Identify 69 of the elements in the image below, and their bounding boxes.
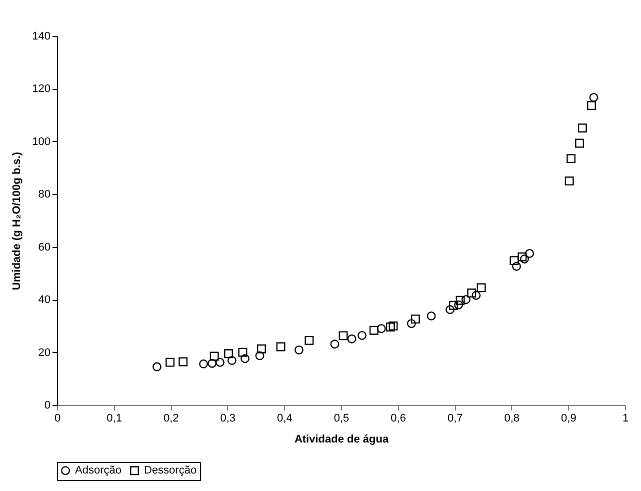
point xyxy=(152,362,162,372)
point xyxy=(454,300,464,310)
y-tick-label: 20 xyxy=(38,346,50,359)
point xyxy=(512,262,521,271)
y-tick-label: 140 xyxy=(32,30,50,42)
point xyxy=(575,138,584,148)
x-tick-label: 0,5 xyxy=(334,412,350,424)
x-tick-label: 0,4 xyxy=(277,412,292,424)
point xyxy=(410,314,420,324)
point xyxy=(589,92,598,102)
point xyxy=(210,352,219,361)
point xyxy=(518,252,527,262)
point xyxy=(578,124,587,132)
point xyxy=(564,176,574,186)
point xyxy=(199,359,208,368)
point xyxy=(472,290,481,300)
point xyxy=(347,334,356,344)
x-tick-label: 0,1 xyxy=(106,412,122,424)
point xyxy=(376,324,386,334)
x-tick-label: 0,7 xyxy=(447,412,463,424)
point xyxy=(388,321,398,330)
x-tick-label: 0 xyxy=(54,412,61,424)
point xyxy=(456,296,465,305)
point xyxy=(166,358,175,367)
point xyxy=(208,358,217,368)
point xyxy=(294,345,304,354)
point xyxy=(224,349,234,358)
point xyxy=(338,331,348,340)
point xyxy=(238,348,248,357)
point xyxy=(510,256,519,266)
point xyxy=(467,288,476,298)
point xyxy=(587,101,596,110)
point xyxy=(446,305,455,314)
x-axis-title: Atividade de água xyxy=(294,434,390,446)
legend-label: Adsorção xyxy=(75,464,122,477)
x-tick-label: 0,2 xyxy=(163,412,179,424)
point xyxy=(257,344,266,354)
point xyxy=(227,356,236,365)
legend-label: Dessorção xyxy=(144,464,197,477)
point xyxy=(330,340,340,349)
point xyxy=(448,300,458,310)
point xyxy=(406,319,416,328)
x-tick-label: 0,8 xyxy=(504,412,520,424)
point xyxy=(476,283,486,292)
y-axis-title: Umidade (g H₂O/100g b.s.) xyxy=(11,152,24,290)
point xyxy=(461,295,470,304)
point xyxy=(276,342,286,352)
x-tick-label: 0,9 xyxy=(561,412,576,424)
point xyxy=(178,357,188,366)
y-tick-label: 40 xyxy=(38,294,50,306)
point xyxy=(386,322,395,332)
point xyxy=(566,154,576,164)
x-tick-label: 1 xyxy=(622,412,629,424)
y-tick-label: 0 xyxy=(44,400,50,412)
point xyxy=(426,311,436,320)
point xyxy=(525,248,534,258)
y-tick-label: 100 xyxy=(32,136,50,148)
point xyxy=(216,358,224,367)
point xyxy=(358,330,366,340)
point xyxy=(369,326,378,335)
point xyxy=(520,254,529,264)
point xyxy=(304,336,314,345)
point xyxy=(255,351,264,360)
y-tick-label: 120 xyxy=(32,83,50,96)
y-tick-label: 80 xyxy=(38,188,50,201)
point xyxy=(240,354,250,364)
x-tick-label: 0,3 xyxy=(220,412,236,424)
y-tick-label: 60 xyxy=(38,241,50,254)
x-tick-label: 0,6 xyxy=(390,412,406,424)
